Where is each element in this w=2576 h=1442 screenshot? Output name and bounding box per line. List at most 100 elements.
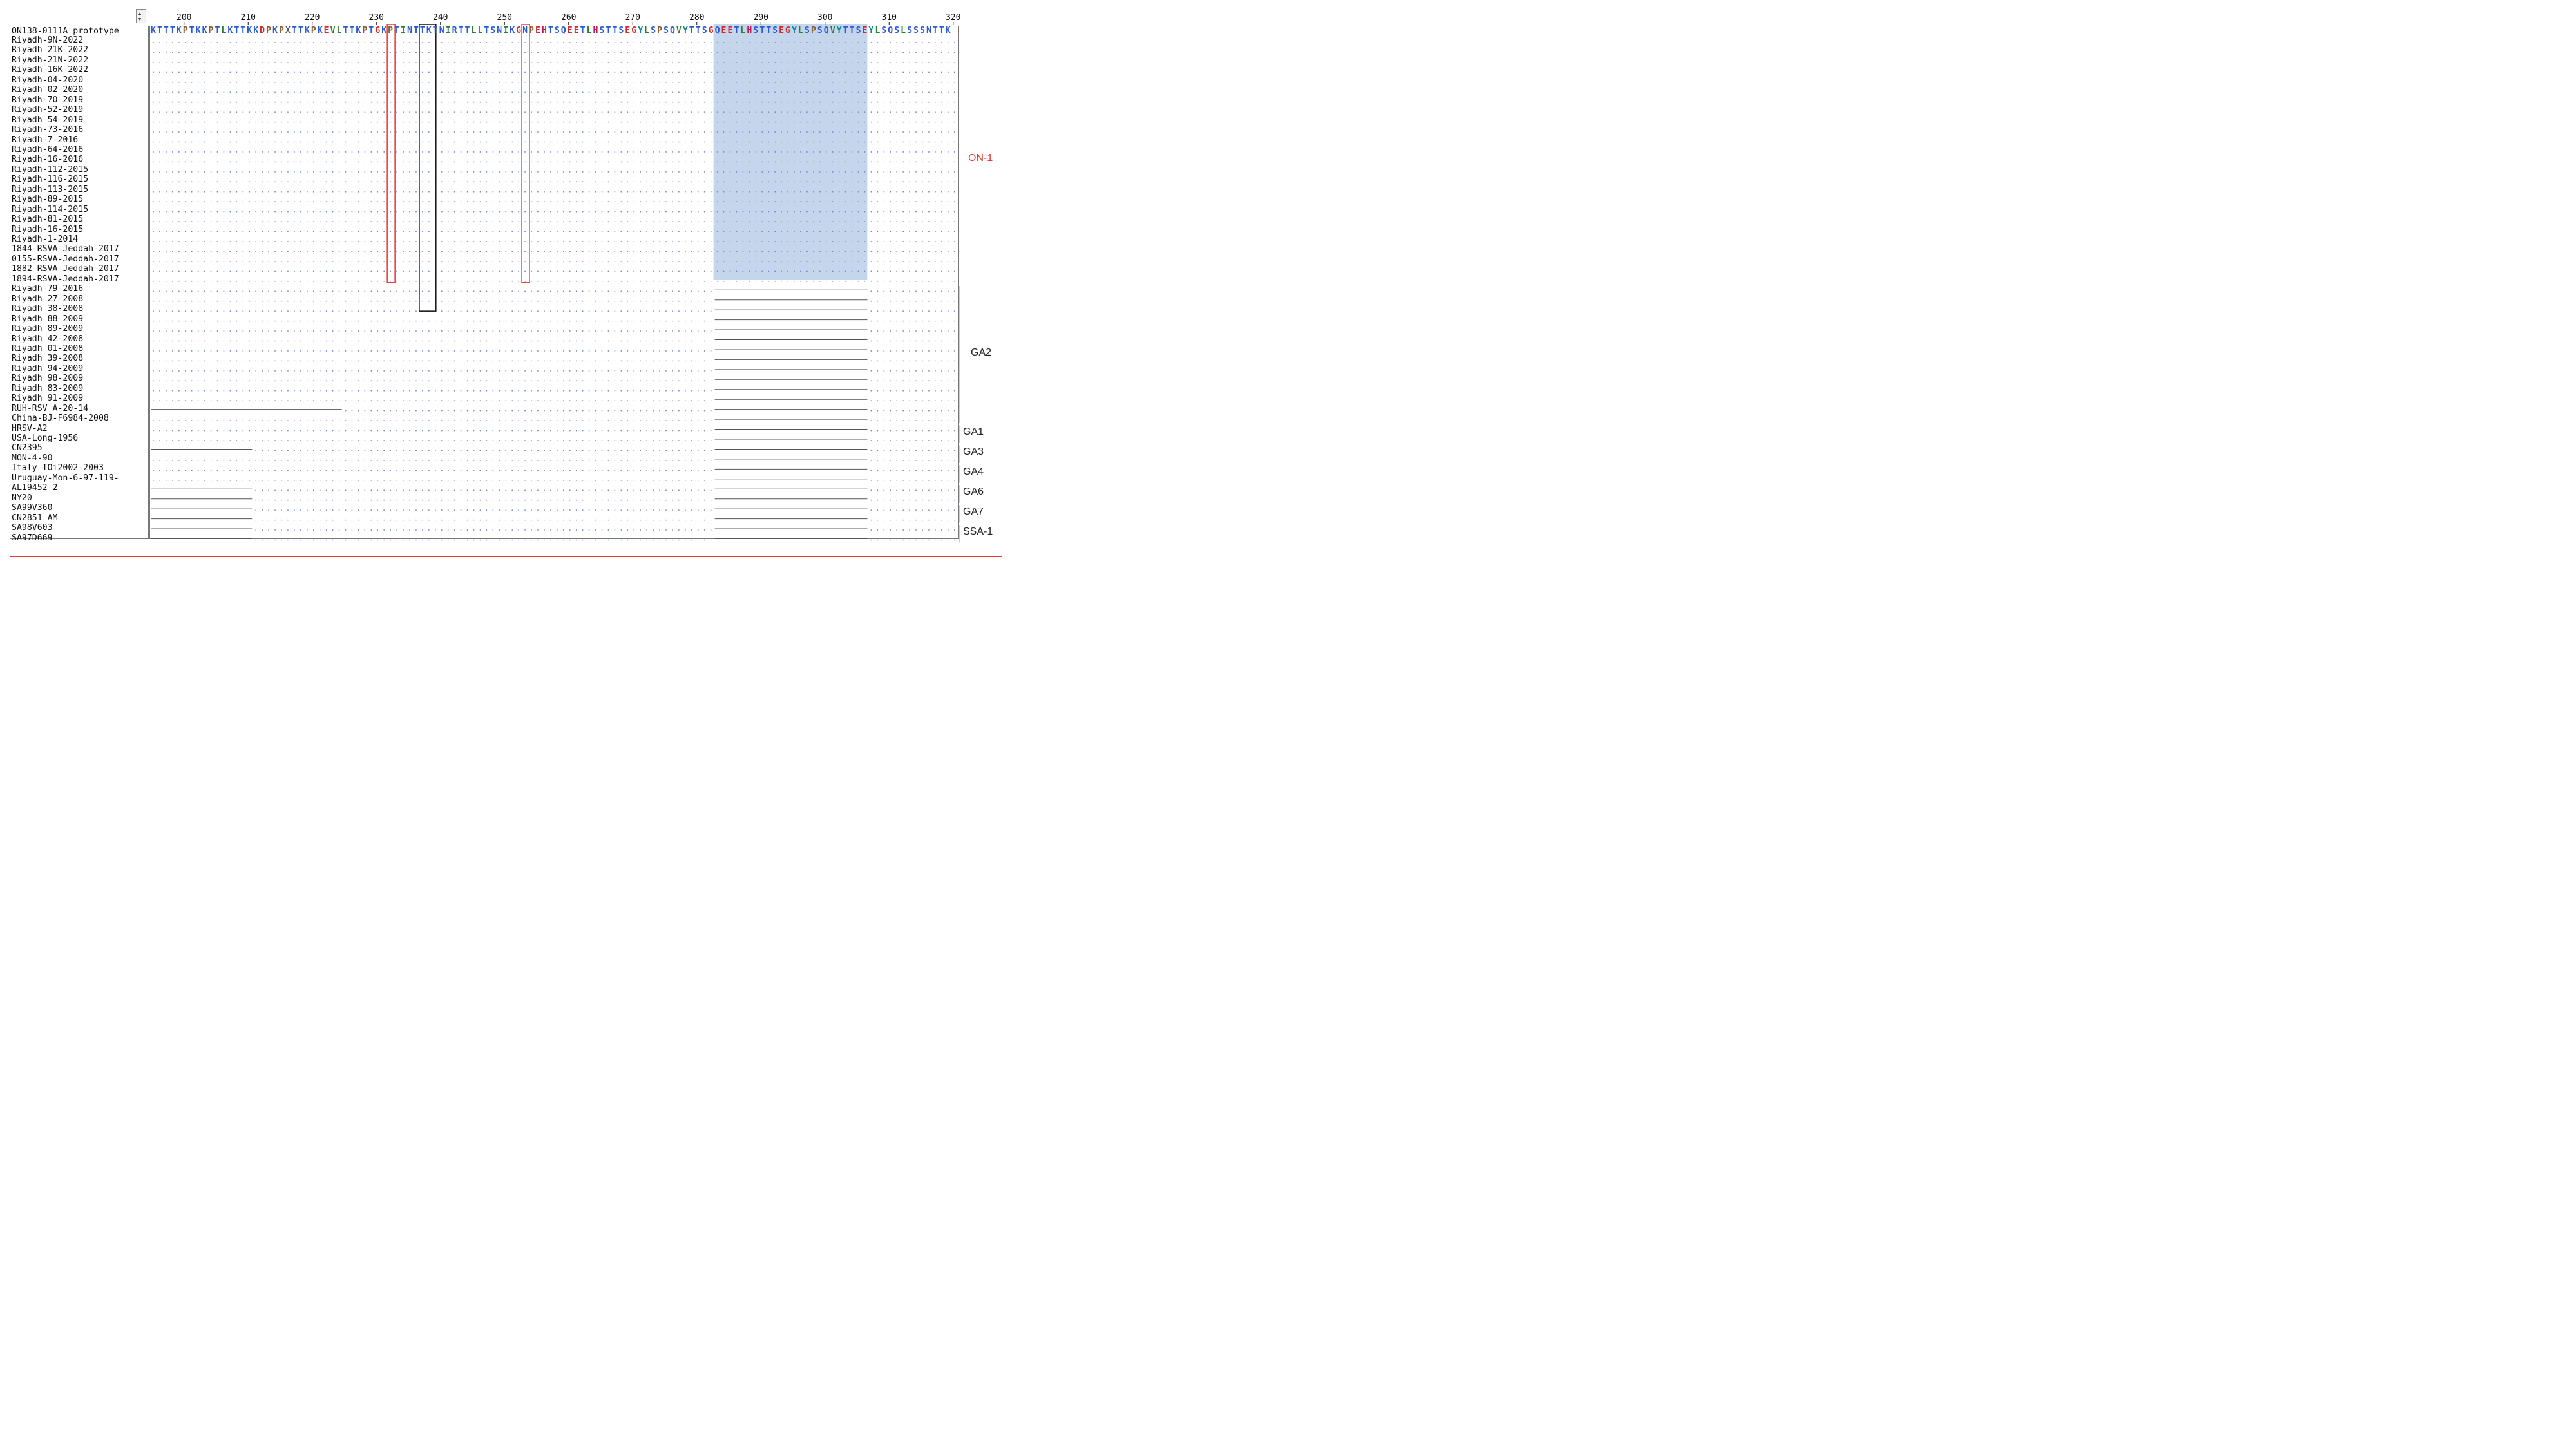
conserved-dot (550, 330, 551, 332)
conserved-dot (684, 201, 686, 203)
conserved-dot (492, 111, 494, 113)
conserved-dot (935, 221, 936, 222)
conserved-dot (460, 151, 462, 153)
conserved-dot (319, 171, 321, 173)
conserved-dot (569, 340, 571, 342)
conserved-dot (422, 221, 423, 222)
conserved-dot (915, 370, 917, 372)
conserved-dot (851, 241, 853, 242)
conserved-dot (171, 191, 173, 193)
conserved-dot (447, 121, 449, 123)
conserved-dot (703, 360, 705, 362)
conserved-dot (191, 42, 193, 43)
conserved-dot (216, 300, 218, 302)
conserved-dot (742, 121, 744, 123)
conserved-dot (653, 161, 654, 163)
conserved-dot (672, 151, 673, 153)
conserved-dot (422, 350, 423, 352)
conserved-dot (223, 251, 225, 252)
conserved-dot (812, 181, 814, 183)
conserved-dot (492, 231, 494, 232)
conserved-dot (787, 81, 788, 83)
conserved-dot (300, 280, 301, 282)
conserved-dot (492, 181, 494, 183)
spin-down-icon[interactable]: ▼ (138, 17, 142, 22)
conserved-dot (409, 440, 410, 441)
conserved-dot (627, 330, 629, 332)
conserved-dot (511, 390, 513, 392)
conserved-dot (466, 241, 468, 242)
conserved-dot (229, 320, 231, 322)
conserved-dot (922, 71, 923, 73)
conserved-dot (825, 270, 827, 272)
conserved-dot (909, 261, 910, 262)
conserved-dot (582, 181, 584, 183)
spin-up-icon[interactable]: ▲ (138, 11, 142, 16)
conserved-dot (312, 310, 314, 312)
conserved-dot (262, 360, 263, 362)
conserved-dot (486, 161, 488, 163)
conserved-dot (159, 280, 160, 282)
conserved-dot (562, 201, 564, 203)
conserved-dot (653, 380, 654, 382)
conserved-dot (306, 390, 308, 392)
conserved-dot (857, 211, 859, 213)
conserved-dot (403, 450, 404, 451)
conserved-dot (453, 181, 455, 183)
conserved-dot (358, 111, 359, 113)
conserved-dot (294, 460, 295, 461)
conserved-dot (370, 290, 372, 292)
conserved-dot (300, 131, 301, 133)
conserved-dot (620, 151, 622, 153)
conserved-dot (466, 400, 468, 402)
conserved-dot (935, 201, 936, 203)
conserved-dot (710, 121, 712, 123)
conserved-dot (819, 251, 821, 252)
conserved-dot (166, 430, 167, 432)
conserved-dot (409, 261, 410, 262)
conserved-dot (915, 340, 917, 342)
conserved-dot (544, 390, 545, 392)
conserved-dot (883, 42, 885, 43)
conserved-dot (422, 380, 423, 382)
conserved-dot (159, 131, 160, 133)
conserved-dot (428, 171, 430, 173)
conserved-dot (249, 121, 251, 123)
conserved-dot (653, 360, 654, 362)
conserved-dot (479, 460, 481, 461)
conserved-dot (274, 440, 276, 441)
conserved-dot (672, 221, 673, 222)
conserved-dot (665, 420, 667, 421)
conserved-dot (178, 181, 180, 183)
conserved-dot (749, 221, 750, 222)
conserved-dot (575, 171, 577, 173)
conserved-dot (249, 280, 251, 282)
conserved-dot (659, 62, 660, 63)
conserved-dot (383, 191, 385, 193)
conserved-dot (274, 360, 276, 362)
conserved-dot (223, 161, 225, 163)
scroll-spinner[interactable]: ▲ ▼ (136, 9, 146, 23)
conserved-dot (229, 231, 231, 232)
conserved-dot (659, 231, 660, 232)
conserved-dot (620, 380, 622, 382)
conserved-dot (409, 191, 410, 193)
conserved-dot (499, 460, 501, 461)
conserved-dot (441, 360, 443, 362)
conserved-dot (684, 440, 686, 441)
conserved-dot (191, 211, 193, 213)
conserved-dot (562, 191, 564, 193)
conserved-dot (832, 151, 834, 153)
conserved-dot (479, 131, 481, 133)
conserved-dot (768, 62, 770, 63)
conserved-dot (877, 460, 879, 461)
conserved-dot (466, 350, 468, 352)
conserved-dot (640, 261, 642, 262)
conserved-dot (703, 300, 705, 302)
conserved-dot (262, 181, 263, 183)
conserved-dot (473, 400, 475, 402)
conserved-dot (890, 370, 892, 372)
conserved-dot (453, 290, 455, 292)
conserved-dot (537, 191, 539, 193)
conserved-dot (806, 280, 808, 282)
